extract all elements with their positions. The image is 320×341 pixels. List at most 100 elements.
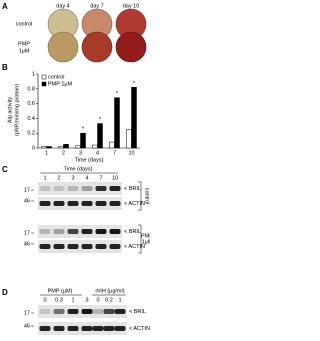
lane-label: 3: [85, 297, 88, 303]
band: [81, 244, 93, 249]
group-label: 1μM: [142, 239, 150, 245]
column-label: day 7: [90, 3, 103, 9]
legend-swatch: [41, 74, 47, 80]
bar: [97, 123, 103, 149]
band: [92, 326, 104, 331]
x-tick-label: 7: [113, 150, 116, 156]
well: [47, 31, 79, 63]
x-tick-label: 2: [62, 150, 65, 156]
band: [53, 229, 65, 234]
panel-label: A: [2, 2, 8, 11]
marker-label: 17: [24, 230, 30, 236]
blot-strip: [38, 225, 122, 238]
band: [53, 201, 65, 206]
band: [39, 244, 51, 249]
band: [67, 201, 79, 206]
band: [39, 326, 51, 331]
band: [53, 186, 65, 191]
panel-label: C: [2, 165, 8, 174]
lane-label: 1: [118, 297, 121, 303]
blot-title: Time (days): [64, 166, 93, 172]
lane-label: 10: [112, 175, 118, 181]
protein-label: < BRIL: [129, 309, 146, 315]
band: [53, 309, 65, 314]
row-label: PMP: [18, 41, 30, 47]
protein-label: < ACTIN: [124, 201, 145, 207]
band: [114, 326, 126, 331]
column-label: day 10: [123, 3, 140, 9]
group-bracket: [138, 181, 142, 211]
lane-label: 7: [99, 175, 102, 181]
group-bracket: [138, 224, 142, 254]
y-tick-label: 1: [32, 71, 35, 77]
marker-label: 46: [24, 323, 30, 329]
significance-marker: *: [133, 81, 136, 87]
band: [67, 326, 79, 331]
band: [95, 186, 107, 191]
bar: [58, 146, 64, 149]
marker-label: 17: [24, 310, 30, 316]
band: [67, 186, 79, 191]
band: [95, 244, 107, 249]
panel-label: B: [2, 63, 8, 72]
bar: [131, 87, 137, 149]
y-tick-label: 0: [32, 145, 35, 151]
y-tick-label: 0.8: [27, 86, 35, 92]
band: [81, 309, 93, 314]
figure: A day 4 day 7 day 10 control PMP 1μM B 0…: [2, 2, 150, 335]
band: [109, 186, 121, 191]
protein-label: < BRIL: [124, 186, 141, 192]
x-axis-label: Time (days): [75, 157, 104, 163]
legend-label: control: [48, 74, 65, 80]
protein-label: < ACTIN: [124, 244, 145, 250]
legend-swatch: [41, 81, 47, 87]
band: [81, 229, 93, 234]
group-label: PMP: [141, 233, 150, 239]
well: [81, 31, 113, 63]
blot-title: PMP (μM): [48, 288, 73, 294]
well: [115, 31, 147, 63]
lane-label: 1: [43, 175, 46, 181]
panel-label: D: [2, 288, 8, 297]
band: [53, 244, 65, 249]
row-label: 1μM: [19, 48, 30, 54]
x-tick-label: 10: [128, 150, 134, 156]
bar: [75, 145, 81, 149]
band: [39, 186, 51, 191]
lane-label: 4: [85, 175, 88, 181]
blot-strip: [38, 197, 122, 210]
marker-label: 46: [24, 241, 30, 247]
group-label: control: [144, 188, 150, 205]
x-tick-label: 4: [96, 150, 99, 156]
band: [92, 309, 104, 314]
band: [95, 201, 107, 206]
bar: [126, 129, 132, 149]
band: [103, 326, 115, 331]
blot-strip: [38, 240, 122, 253]
bar: [114, 97, 120, 149]
bar: [63, 144, 69, 149]
bar: [92, 144, 98, 149]
legend-label: PMP 1μM: [48, 81, 73, 87]
band: [81, 326, 93, 331]
x-tick-label: 1: [45, 150, 48, 156]
y-tick-label: 0.2: [27, 131, 35, 137]
significance-marker: *: [116, 91, 119, 97]
marker-label: 17: [24, 187, 30, 193]
lane-label: 0.2: [105, 297, 113, 303]
band: [81, 201, 93, 206]
band: [81, 186, 93, 191]
y-tick-label: 0.6: [27, 101, 35, 107]
column-label: day 4: [56, 3, 69, 9]
blot-title: rhIH (μg/ml): [95, 288, 124, 294]
lane-label: 2: [57, 175, 60, 181]
protein-label: < ACTIN: [129, 326, 150, 332]
band: [53, 326, 65, 331]
band: [95, 229, 107, 234]
band: [67, 229, 79, 234]
band: [39, 309, 51, 314]
y-axis-label: (pNP/min/mg protein): [14, 84, 20, 136]
band: [103, 309, 115, 314]
bar: [109, 141, 115, 149]
